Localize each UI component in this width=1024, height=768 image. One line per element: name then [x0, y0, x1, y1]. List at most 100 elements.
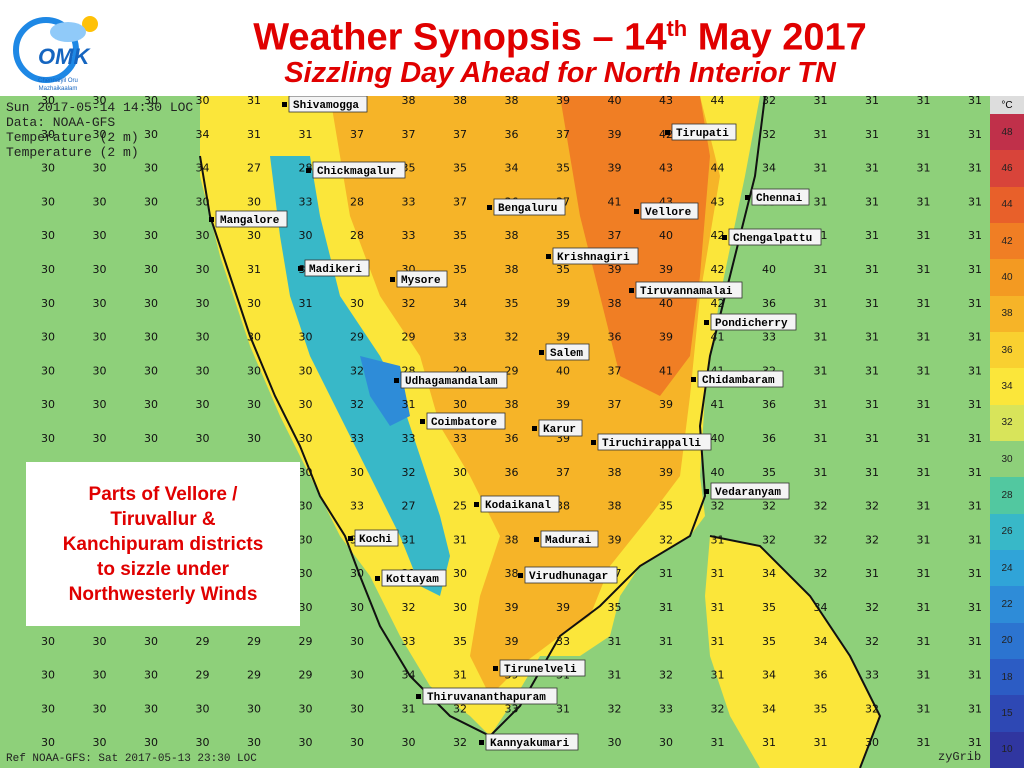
grid-temperature-value: 31: [917, 128, 931, 141]
city-marker: [745, 195, 750, 200]
city-label: Kochi: [359, 534, 392, 546]
grid-temperature-value: 32: [608, 702, 622, 715]
grid-temperature-value: 38: [505, 567, 519, 580]
grid-temperature-value: 39: [556, 96, 570, 107]
grid-temperature-value: 34: [762, 567, 776, 580]
grid-temperature-value: 30: [144, 128, 158, 141]
grid-temperature-value: 31: [968, 128, 982, 141]
grid-temperature-value: 31: [917, 533, 931, 546]
grid-temperature-value: 30: [144, 635, 158, 648]
legend-step: 44: [990, 186, 1024, 223]
grid-temperature-value: 32: [865, 601, 879, 614]
grid-temperature-value: 30: [350, 601, 364, 614]
grid-temperature-value: 31: [968, 229, 982, 242]
grid-temperature-value: 30: [453, 601, 467, 614]
grid-temperature-value: 39: [608, 263, 622, 276]
grid-temperature-value: 30: [247, 702, 261, 715]
grid-temperature-value: 36: [762, 398, 776, 411]
legend-step: 26: [990, 513, 1024, 550]
grid-temperature-value: 31: [711, 601, 725, 614]
grid-temperature-value: 33: [865, 669, 879, 682]
grid-temperature-value: 30: [299, 398, 313, 411]
city-marker: [487, 205, 492, 210]
omk-logo: OMK Chennaiyil Oru Mazhaikaalam: [8, 6, 108, 96]
grid-temperature-value: 43: [659, 96, 673, 107]
grid-temperature-value: 33: [350, 500, 364, 513]
grid-temperature-value: 32: [402, 601, 416, 614]
grid-temperature-value: 33: [453, 331, 467, 344]
city-label: Kottayam: [386, 574, 439, 586]
city-marker: [394, 378, 399, 383]
grid-temperature-value: 40: [659, 297, 673, 310]
grid-temperature-value: 32: [402, 466, 416, 479]
grid-temperature-value: 31: [917, 567, 931, 580]
city-marker: [691, 377, 696, 382]
map-credit: zyGrib: [938, 750, 982, 764]
map-info-header: Sun 2017-05-14 14:30 LOC Data: NOAA-GFS …: [6, 100, 194, 160]
grid-temperature-value: 30: [196, 432, 210, 445]
grid-temperature-value: 31: [299, 128, 313, 141]
grid-temperature-value: 29: [196, 635, 210, 648]
grid-temperature-value: 34: [814, 635, 828, 648]
grid-temperature-value: 33: [402, 635, 416, 648]
grid-temperature-value: 31: [814, 398, 828, 411]
grid-temperature-value: 30: [350, 466, 364, 479]
grid-temperature-value: 43: [659, 162, 673, 175]
grid-temperature-value: 38: [505, 533, 519, 546]
grid-temperature-value: 30: [247, 398, 261, 411]
grid-temperature-value: 30: [247, 195, 261, 208]
grid-temperature-value: 31: [917, 466, 931, 479]
grid-temperature-value: 36: [608, 331, 622, 344]
city-label-box: [215, 210, 288, 228]
grid-temperature-value: 35: [453, 635, 467, 648]
callout-line: Parts of Vellore /: [88, 483, 238, 505]
grid-temperature-value: 30: [144, 432, 158, 445]
grid-temperature-value: 40: [762, 263, 776, 276]
grid-temperature-value: 36: [814, 669, 828, 682]
grid-temperature-value: 37: [402, 128, 416, 141]
grid-temperature-value: 35: [453, 229, 467, 242]
grid-temperature-value: 32: [814, 533, 828, 546]
grid-temperature-value: 31: [968, 162, 982, 175]
grid-temperature-value: 31: [968, 635, 982, 648]
grid-temperature-value: 30: [93, 364, 107, 377]
city-marker: [518, 573, 523, 578]
legend-step: 38: [990, 295, 1024, 332]
legend-unit: °C: [990, 96, 1024, 114]
grid-temperature-value: 41: [608, 195, 622, 208]
grid-temperature-value: 31: [917, 331, 931, 344]
city-label: Vedaranyam: [715, 487, 781, 499]
grid-temperature-value: 30: [196, 297, 210, 310]
city-marker: [493, 666, 498, 671]
city-label: Karur: [543, 424, 576, 436]
city-label: Salem: [550, 348, 583, 360]
grid-temperature-value: 31: [968, 364, 982, 377]
grid-temperature-value: 29: [505, 364, 519, 377]
grid-temperature-value: 30: [41, 263, 55, 276]
grid-temperature-value: 31: [917, 736, 931, 749]
grid-temperature-value: 30: [144, 702, 158, 715]
grid-temperature-value: 30: [144, 195, 158, 208]
grid-temperature-value: 33: [762, 331, 776, 344]
grid-temperature-value: 31: [917, 669, 931, 682]
city-label-box: [751, 188, 810, 206]
grid-temperature-value: 37: [556, 466, 570, 479]
page-subtitle: Sizzling Day Ahead for North Interior TN: [284, 57, 836, 89]
grid-temperature-value: 39: [659, 398, 673, 411]
grid-temperature-value: 30: [93, 398, 107, 411]
legend-step: 46: [990, 150, 1024, 187]
grid-temperature-value: 30: [41, 162, 55, 175]
grid-temperature-value: 31: [968, 702, 982, 715]
city-marker: [539, 350, 544, 355]
legend-step: 28: [990, 477, 1024, 514]
grid-temperature-value: 31: [968, 601, 982, 614]
temperature-map: 30 30 30 30 31 31 31 38 38 38 39 40 43 44 32 31 31 31 31 30…: [0, 96, 990, 768]
city-marker: [420, 419, 425, 424]
city-label: Coimbatore: [431, 417, 497, 429]
grid-temperature-value: 30: [41, 398, 55, 411]
city-marker: [416, 694, 421, 699]
city-label: Chengalpattu: [733, 233, 812, 245]
grid-temperature-value: 31: [968, 500, 982, 513]
grid-temperature-value: 31: [402, 398, 416, 411]
grid-temperature-value: 31: [865, 398, 879, 411]
